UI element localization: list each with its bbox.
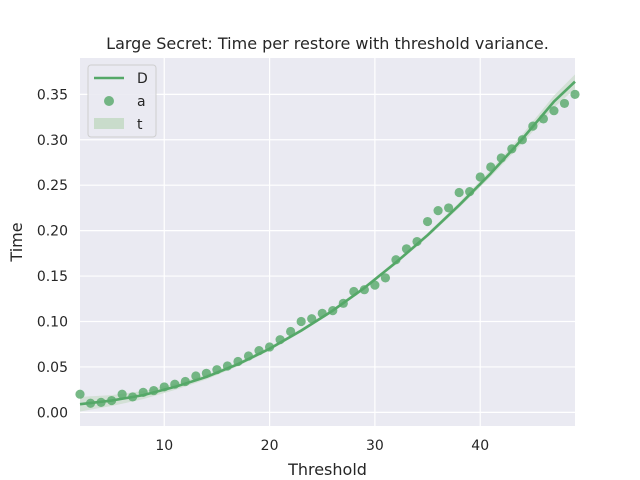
legend-band-swatch [94, 118, 124, 129]
grid [80, 58, 575, 426]
data-point [128, 392, 138, 402]
x-tick-label: 20 [261, 438, 279, 454]
data-point [496, 153, 506, 163]
data-point [191, 371, 201, 381]
y-tick-label: 0.05 [37, 360, 68, 376]
data-point [507, 144, 517, 154]
y-tick-label: 0.25 [37, 178, 68, 194]
y-tick-label: 0.30 [37, 133, 68, 149]
x-axis-label: Threshold [287, 460, 367, 479]
data-point [296, 316, 306, 327]
data-point [422, 216, 433, 227]
legend: D a t [87, 64, 157, 138]
data-point [117, 389, 127, 399]
data-point [159, 382, 169, 392]
data-point [444, 203, 454, 213]
legend-label-band: t [137, 117, 143, 133]
legend-label-marker: a [137, 94, 146, 110]
data-point [517, 135, 527, 145]
data-point [149, 385, 159, 396]
plot-background [80, 58, 575, 426]
y-tick-label: 0.00 [37, 405, 68, 421]
data-point [286, 326, 296, 337]
data-point [349, 286, 359, 297]
y-tick-label: 0.20 [37, 224, 68, 240]
data-point [243, 351, 254, 361]
data-point [328, 306, 338, 316]
data-point [412, 236, 422, 247]
data-point [380, 273, 391, 283]
data-point [212, 365, 222, 375]
legend-marker-swatch [104, 96, 114, 106]
data-point [75, 389, 85, 399]
data-point [317, 308, 327, 318]
data-points [75, 89, 580, 408]
x-tick-label: 30 [366, 438, 384, 454]
data-point [338, 298, 348, 308]
data-point [233, 356, 243, 367]
data-point [201, 368, 211, 378]
y-tick-label: 0.35 [37, 87, 68, 103]
data-point [106, 395, 117, 406]
data-point [264, 342, 275, 352]
chart-title: Large Secret: Time per restore with thre… [106, 34, 549, 53]
y-axis-label: Time [7, 222, 26, 262]
data-point [486, 162, 496, 172]
data-point [433, 206, 443, 216]
data-point [465, 186, 475, 197]
data-point [85, 398, 96, 408]
data-point [370, 280, 380, 290]
data-point [222, 361, 233, 371]
data-point [475, 172, 485, 182]
data-point [391, 255, 401, 265]
data-point [96, 397, 106, 407]
data-point [528, 121, 538, 131]
data-point [170, 379, 180, 389]
x-tick-labels: 10 20 30 40 [155, 438, 489, 454]
y-tick-labels: 0.00 0.05 0.10 0.15 0.20 0.25 0.30 0.35 [37, 87, 68, 421]
data-point [275, 335, 285, 345]
data-point [549, 106, 559, 116]
data-point [254, 345, 264, 356]
data-point [307, 314, 317, 324]
data-point [401, 244, 412, 254]
legend-label-line: D [137, 71, 148, 87]
data-point [559, 98, 570, 109]
x-tick-label: 10 [155, 438, 173, 454]
y-tick-label: 0.15 [37, 269, 68, 285]
data-point [570, 89, 580, 99]
x-tick-label: 40 [471, 438, 489, 454]
data-point [454, 187, 464, 198]
data-point [359, 285, 369, 295]
data-point [180, 376, 190, 387]
data-point [538, 114, 549, 124]
y-tick-label: 0.10 [37, 315, 68, 331]
data-point [138, 387, 148, 397]
